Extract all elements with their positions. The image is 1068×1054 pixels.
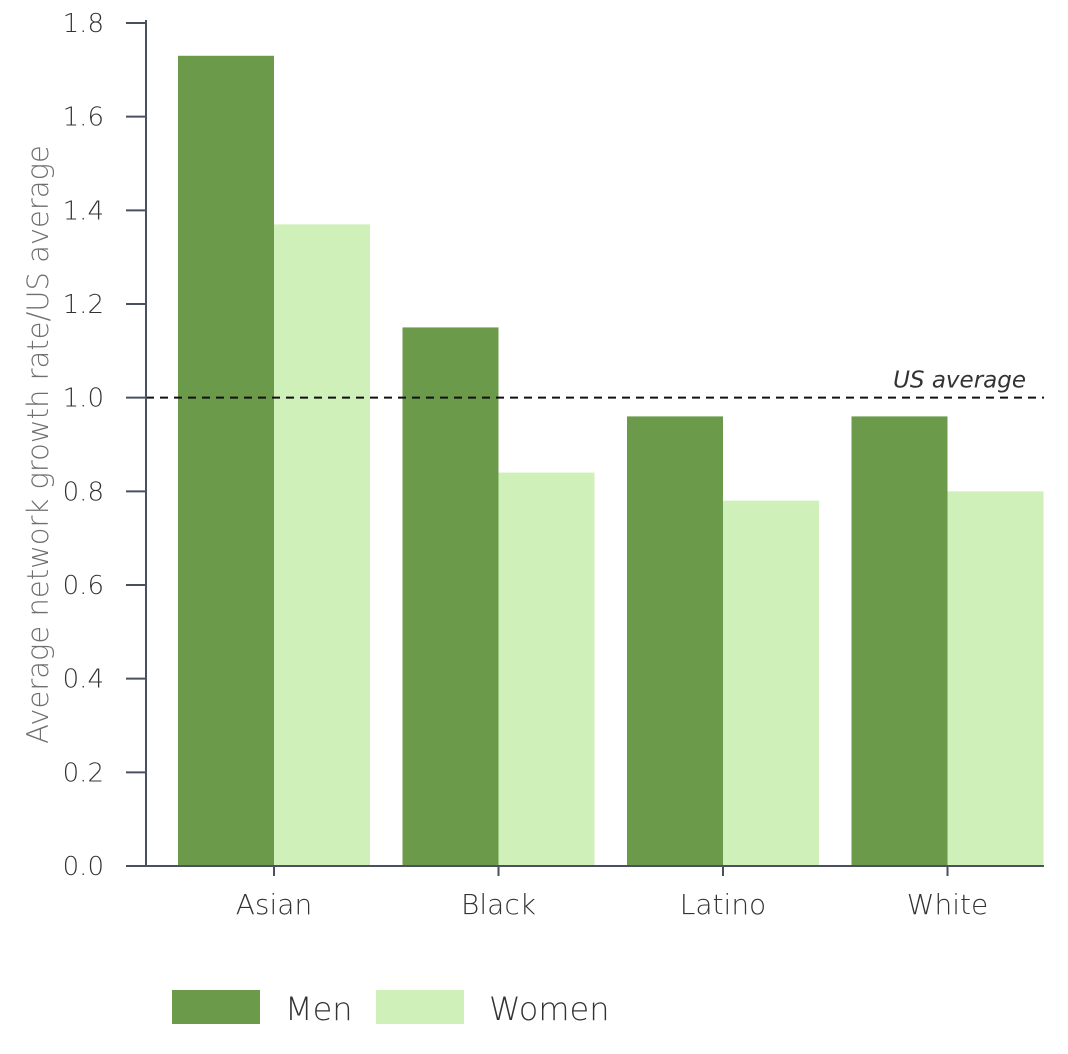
reference-line-group: US average (146, 368, 1044, 399)
bar-women-asian (274, 224, 370, 867)
y-tick-label: 0.0 (63, 852, 104, 882)
axes-layer (126, 20, 1044, 867)
x-category-label: Black (461, 888, 536, 921)
x-category-labels: Asian Black Latino White (236, 866, 988, 921)
bar-women-latino (723, 500, 819, 866)
us-average-label: US average (893, 368, 1026, 394)
y-tick-label: 0.6 (63, 571, 104, 601)
bar-men-white (851, 416, 948, 866)
legend-label-women: Women (489, 990, 609, 1028)
y-tick-label: 0.4 (63, 665, 104, 695)
x-category-label: Asian (236, 888, 312, 921)
y-tick-label: 1.6 (63, 103, 104, 133)
x-category-label: White (907, 888, 988, 921)
bar-women-black (498, 472, 595, 866)
y-tick-label: 1.0 (63, 384, 104, 414)
y-tick-label: 1.2 (63, 290, 104, 320)
y-ticks: 0.0 0.2 0.4 0.6 0.8 1.0 1.2 1.4 1.6 1.8 (63, 9, 146, 882)
legend: Men Women (172, 990, 609, 1028)
x-category-label: Latino (680, 888, 766, 921)
bars-layer (178, 55, 1044, 867)
bar-men-latino (627, 416, 723, 866)
bar-women-white (947, 491, 1044, 866)
bar-men-black (402, 327, 499, 867)
y-axis-title: Average network growth rate/US average (21, 145, 55, 744)
y-tick-label: 1.8 (63, 9, 104, 39)
legend-swatch-women (376, 990, 464, 1024)
bar-men-asian (178, 55, 274, 867)
legend-swatch-men (172, 990, 260, 1024)
legend-label-men: Men (285, 990, 353, 1028)
y-tick-label: 1.4 (63, 196, 104, 226)
y-tick-label: 0.8 (63, 477, 104, 507)
y-tick-label: 0.2 (63, 758, 104, 788)
